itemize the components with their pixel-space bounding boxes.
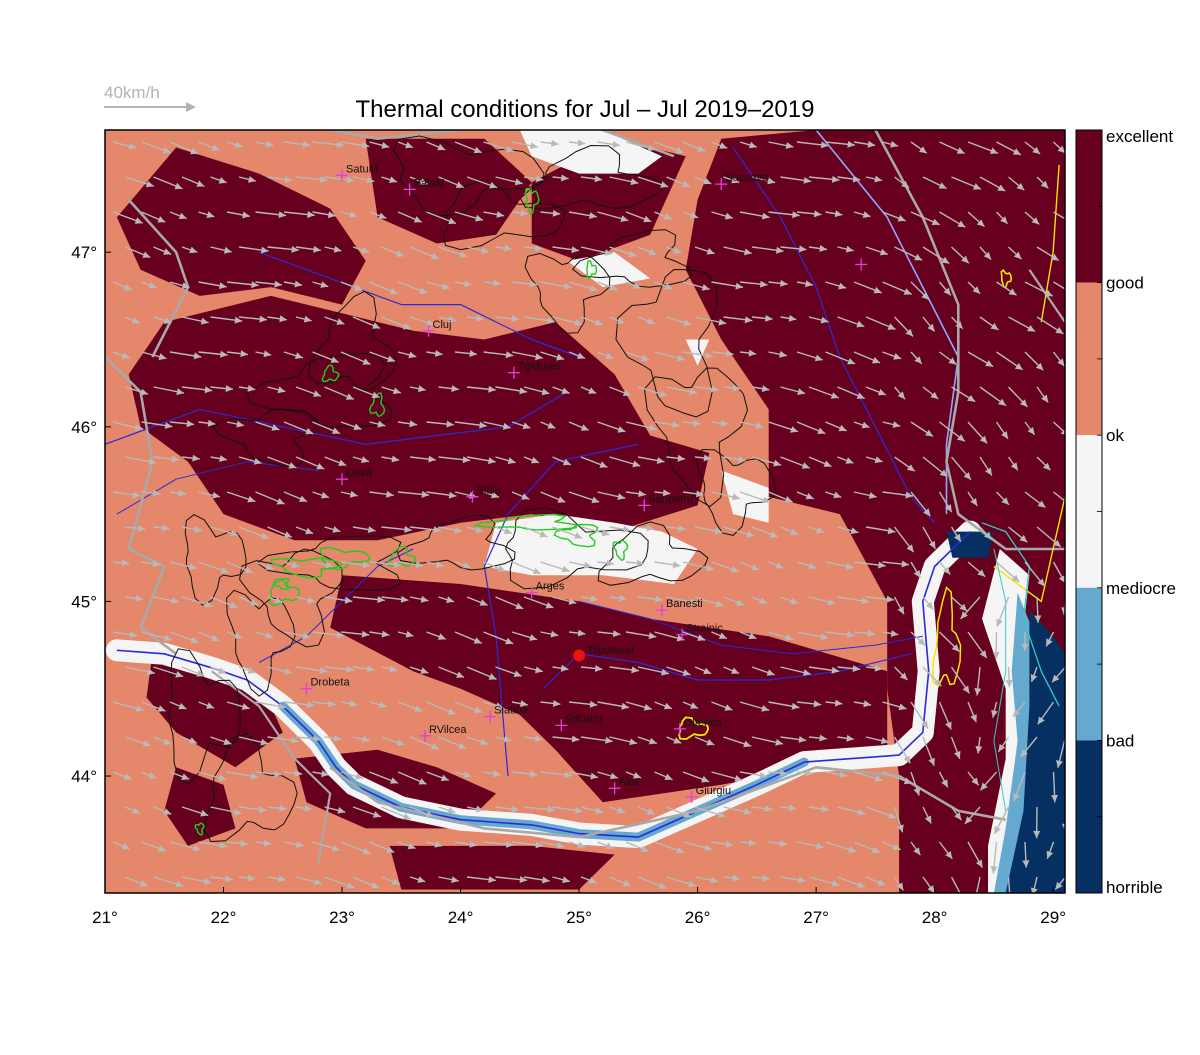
- y-tick-label: 46°: [71, 418, 97, 437]
- city-label: Slatine: [494, 705, 528, 717]
- wind-arrow: [1066, 387, 1076, 400]
- y-tick-label: 45°: [71, 592, 97, 611]
- chart-title: Thermal conditions for Jul – Jul 2019–20…: [356, 96, 815, 123]
- wind-scale-label: 40km/h: [104, 83, 160, 102]
- wind-arrow-head: [1006, 897, 1013, 904]
- city-label: TgMures: [518, 361, 562, 373]
- city-label: StlGum: [565, 713, 602, 725]
- x-tick-label: 21°: [92, 908, 118, 927]
- city-label: Oltenita: [684, 717, 723, 729]
- city-label: Giurgiu: [696, 785, 731, 797]
- city-label: Drobeta: [310, 677, 350, 689]
- x-tick-label: 29°: [1040, 908, 1066, 927]
- legend-label-good: good: [1106, 274, 1144, 293]
- legend-label-horrible: horrible: [1106, 878, 1163, 897]
- legend-label-ok: ok: [1106, 426, 1124, 445]
- city-label: BaiaM: [414, 177, 445, 189]
- wind-scale-arrow-head: [186, 102, 196, 112]
- city-label: Strainic: [686, 623, 723, 635]
- x-tick-label: 28°: [922, 908, 948, 927]
- wind-arrow-head: [972, 901, 979, 909]
- colorbar-legend: excellent good ok mediocre bad horrible: [1076, 127, 1176, 897]
- excellent-region: [389, 846, 614, 890]
- wind-scale: 40km/h: [104, 83, 196, 112]
- legend-label-bad: bad: [1106, 731, 1134, 750]
- legend-label-mediocre: mediocre: [1106, 579, 1176, 598]
- city-label: Sibiu: [476, 485, 500, 497]
- x-tick-label: 22°: [211, 908, 237, 927]
- y-tick-label: 44°: [71, 767, 97, 786]
- wind-arrow-head: [1068, 392, 1075, 400]
- wind-arrow-head: [958, 894, 964, 902]
- x-tick-label: 25°: [566, 908, 592, 927]
- station-marker: [573, 650, 585, 662]
- city-label: Arges: [536, 581, 565, 593]
- city-label: Suceava: [725, 172, 769, 184]
- city-label: Sanpetru: [648, 493, 693, 505]
- x-tick-label: 27°: [803, 908, 829, 927]
- city-label: RVilcea: [429, 724, 467, 736]
- x-tick-label: 23°: [329, 908, 355, 927]
- city-label: Cluj: [433, 319, 452, 331]
- city-label: Banesti: [666, 598, 703, 610]
- legend-label-excellent: excellent: [1106, 127, 1173, 146]
- map-plot-area: SatuM BaiaM Suceava Cluj TgMures Deva Sibiu San…: [105, 113, 1094, 909]
- city-label: SatuM: [346, 163, 378, 175]
- x-tick-label: 26°: [685, 908, 711, 927]
- y-tick-label: 47°: [71, 243, 97, 262]
- city-label: Deva: [346, 467, 373, 479]
- station-label: Topolovat: [587, 645, 634, 657]
- x-tick-label: 24°: [448, 908, 474, 927]
- city-label: Alex: [619, 776, 641, 788]
